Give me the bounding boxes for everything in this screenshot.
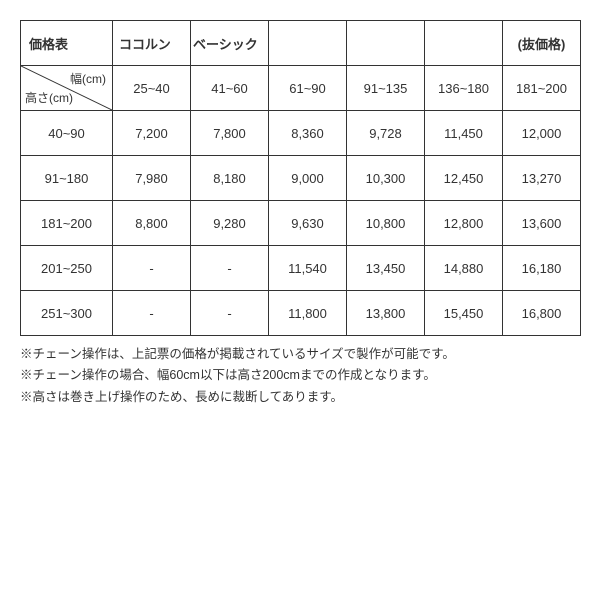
price-cell: 8,360: [269, 111, 347, 156]
header-col-2: ベーシック: [191, 21, 269, 66]
price-cell: 13,270: [503, 156, 581, 201]
price-cell: 13,600: [503, 201, 581, 246]
price-cell: 12,000: [503, 111, 581, 156]
table-row: 201~250 - - 11,540 13,450 14,880 16,180: [21, 246, 581, 291]
price-cell: 13,800: [347, 291, 425, 336]
diagonal-header: 幅(cm) 高さ(cm): [21, 66, 113, 111]
table-row: 91~180 7,980 8,180 9,000 10,300 12,450 1…: [21, 156, 581, 201]
header-row-2: 幅(cm) 高さ(cm) 25~40 41~60 61~90 91~135 13…: [21, 66, 581, 111]
price-cell: 12,800: [425, 201, 503, 246]
notes-block: ※チェーン操作は、上記票の価格が掲載されているサイズで製作が可能です。 ※チェー…: [20, 344, 580, 408]
price-cell: 7,200: [113, 111, 191, 156]
price-table: 価格表 ココルン ベーシック (抜価格) 幅(cm) 高さ(cm) 25~40 …: [20, 20, 581, 336]
note-line: ※チェーン操作は、上記票の価格が掲載されているサイズで製作が可能です。: [20, 344, 580, 365]
price-cell: -: [191, 246, 269, 291]
price-cell: 15,450: [425, 291, 503, 336]
note-line: ※チェーン操作の場合、幅60cm以下は高さ200cmまでの作成となります。: [20, 365, 580, 386]
width-range-3: 91~135: [347, 66, 425, 111]
price-cell: 16,180: [503, 246, 581, 291]
diag-bottom-label: 高さ(cm): [25, 89, 73, 106]
table-row: 251~300 - - 11,800 13,800 15,450 16,800: [21, 291, 581, 336]
width-range-0: 25~40: [113, 66, 191, 111]
price-cell: 9,000: [269, 156, 347, 201]
table-row: 40~90 7,200 7,800 8,360 9,728 11,450 12,…: [21, 111, 581, 156]
width-range-4: 136~180: [425, 66, 503, 111]
width-range-1: 41~60: [191, 66, 269, 111]
price-cell: 9,728: [347, 111, 425, 156]
price-cell: 7,800: [191, 111, 269, 156]
height-range: 40~90: [21, 111, 113, 156]
price-cell: 13,450: [347, 246, 425, 291]
width-range-5: 181~200: [503, 66, 581, 111]
height-range: 201~250: [21, 246, 113, 291]
price-cell: 11,800: [269, 291, 347, 336]
price-cell: 16,800: [503, 291, 581, 336]
price-cell: 14,880: [425, 246, 503, 291]
price-cell: 11,450: [425, 111, 503, 156]
header-col-1: ココルン: [113, 21, 191, 66]
price-cell: 11,540: [269, 246, 347, 291]
price-cell: 7,980: [113, 156, 191, 201]
price-table-body: 40~90 7,200 7,800 8,360 9,728 11,450 12,…: [21, 111, 581, 336]
table-title: 価格表: [21, 21, 113, 66]
width-range-2: 61~90: [269, 66, 347, 111]
price-cell: 12,450: [425, 156, 503, 201]
price-cell: -: [191, 291, 269, 336]
diag-top-label: 幅(cm): [70, 70, 106, 87]
height-range: 251~300: [21, 291, 113, 336]
price-cell: -: [113, 291, 191, 336]
price-cell: 9,280: [191, 201, 269, 246]
price-cell: 8,180: [191, 156, 269, 201]
price-cell: -: [113, 246, 191, 291]
height-range: 181~200: [21, 201, 113, 246]
note-line: ※高さは巻き上げ操作のため、長めに裁断してあります。: [20, 387, 580, 408]
price-cell: 8,800: [113, 201, 191, 246]
price-cell: 9,630: [269, 201, 347, 246]
height-range: 91~180: [21, 156, 113, 201]
header-col-6: (抜価格): [503, 21, 581, 66]
price-cell: 10,800: [347, 201, 425, 246]
price-cell: 10,300: [347, 156, 425, 201]
header-col-4: [347, 21, 425, 66]
header-col-3: [269, 21, 347, 66]
table-row: 181~200 8,800 9,280 9,630 10,800 12,800 …: [21, 201, 581, 246]
header-row-1: 価格表 ココルン ベーシック (抜価格): [21, 21, 581, 66]
header-col-5: [425, 21, 503, 66]
